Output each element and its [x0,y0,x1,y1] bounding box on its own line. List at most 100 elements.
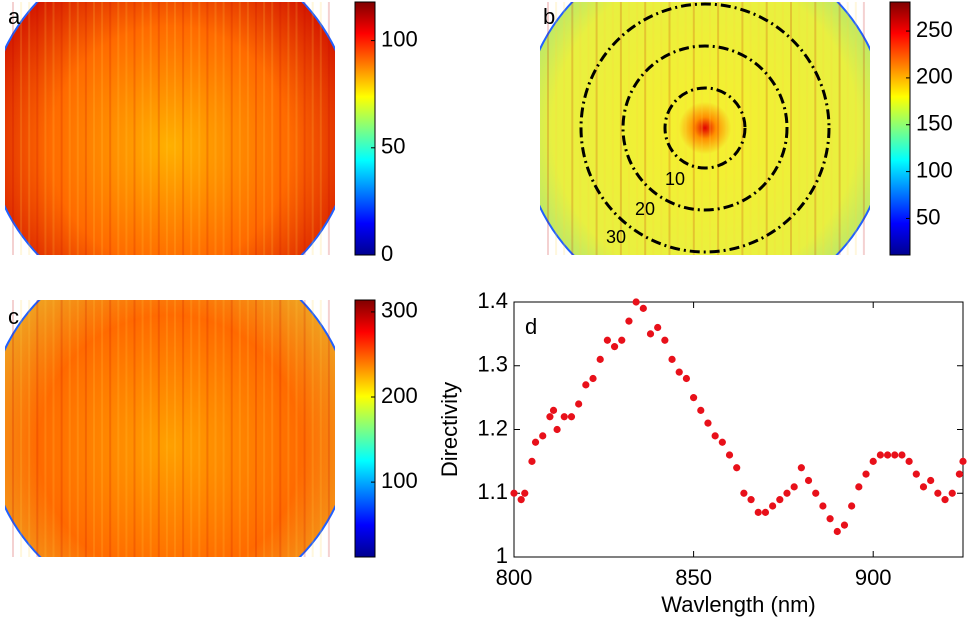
data-point [776,496,784,504]
x-tick-label: 850 [675,565,712,590]
data-point [797,464,805,472]
data-point [589,374,597,383]
data-point [675,368,683,376]
data-point [639,304,647,312]
data-point [883,451,892,459]
colorbar-tick-label: 200 [381,383,418,408]
heatmap [5,2,335,255]
data-point [646,330,655,338]
data-point [661,336,669,344]
data-point [618,336,626,344]
data-point [553,425,561,434]
data-point [531,438,540,446]
data-point [546,413,554,421]
data-point [718,438,726,446]
data-point [528,457,536,465]
heatmap-body [540,2,870,255]
data-point [754,508,762,516]
data-point [740,489,748,497]
colorbar-tick-label: 100 [381,468,418,493]
data-point [898,451,906,459]
data-point [560,413,568,421]
colorbar-tick-label: 100 [916,157,953,182]
heatmap [540,2,870,255]
data-point [769,502,777,510]
data-point [632,298,640,306]
data-point [934,489,942,497]
radius-ring [621,44,789,212]
data-point [948,489,956,497]
colorbar-tick-label: 300 [381,298,418,323]
data-point [826,515,834,523]
data-point [610,343,619,351]
colorbar [889,1,911,256]
data-point [682,374,691,383]
data-point [575,400,583,408]
data-point [725,451,734,459]
data-point [919,483,928,491]
data-point [790,483,798,491]
data-point [941,496,949,504]
colorbar-tick-label: 150 [916,111,953,136]
y-tick-label: 1 [496,543,508,568]
data-point [862,470,870,478]
radius-ring [663,86,747,170]
y-tick-label: 1.2 [477,415,508,440]
x-tick-label: 900 [855,565,892,590]
data-point [668,355,676,363]
colorbar-tick-label: 200 [916,64,953,89]
data-point [747,496,755,504]
panel-label: d [525,314,537,339]
data-point [804,476,813,485]
data-point [704,419,712,427]
data-point [819,502,827,510]
y-tick-label: 1.4 [477,288,508,313]
data-point [905,457,913,465]
panel-label: b [543,4,555,29]
data-point [876,451,884,459]
data-point [510,489,518,497]
data-point [959,457,967,465]
data-point [697,406,705,414]
data-point [567,413,576,421]
colorbar [354,299,376,558]
data-point [761,508,770,516]
data-point [848,502,856,510]
data-point [955,470,964,478]
data-point [711,432,719,440]
data-point [855,483,863,491]
data-point [539,432,547,440]
ring-label: 10 [665,169,685,189]
data-point [517,496,525,504]
data-point [869,457,877,465]
data-point [654,323,662,332]
x-axis-title: Wavlength (nm) [661,592,815,617]
y-axis-title: Directivity [437,382,462,477]
data-point [521,489,529,497]
colorbar-tick-label: 100 [381,26,418,51]
data-point [840,521,849,529]
colorbar-tick-label: 50 [916,204,940,229]
heatmap-body [5,300,335,557]
colorbar [354,1,376,256]
data-point [596,355,604,363]
data-point [912,470,920,478]
x-tick-label: 800 [496,565,533,590]
data-point [603,336,611,344]
y-tick-label: 1.1 [477,479,508,504]
data-point [891,451,899,459]
panel-label: c [8,304,19,329]
data-point [927,476,935,485]
data-point [549,406,558,414]
ring-label: 30 [606,227,626,247]
heatmap [5,300,335,557]
colorbar-tick-label: 50 [381,134,405,159]
data-point [733,464,741,472]
data-point [783,489,791,497]
data-point [833,527,841,536]
plot-area [513,301,964,558]
panel-label: a [8,4,21,29]
colorbar-tick-label: 250 [916,17,953,42]
heatmap-body [5,2,335,255]
